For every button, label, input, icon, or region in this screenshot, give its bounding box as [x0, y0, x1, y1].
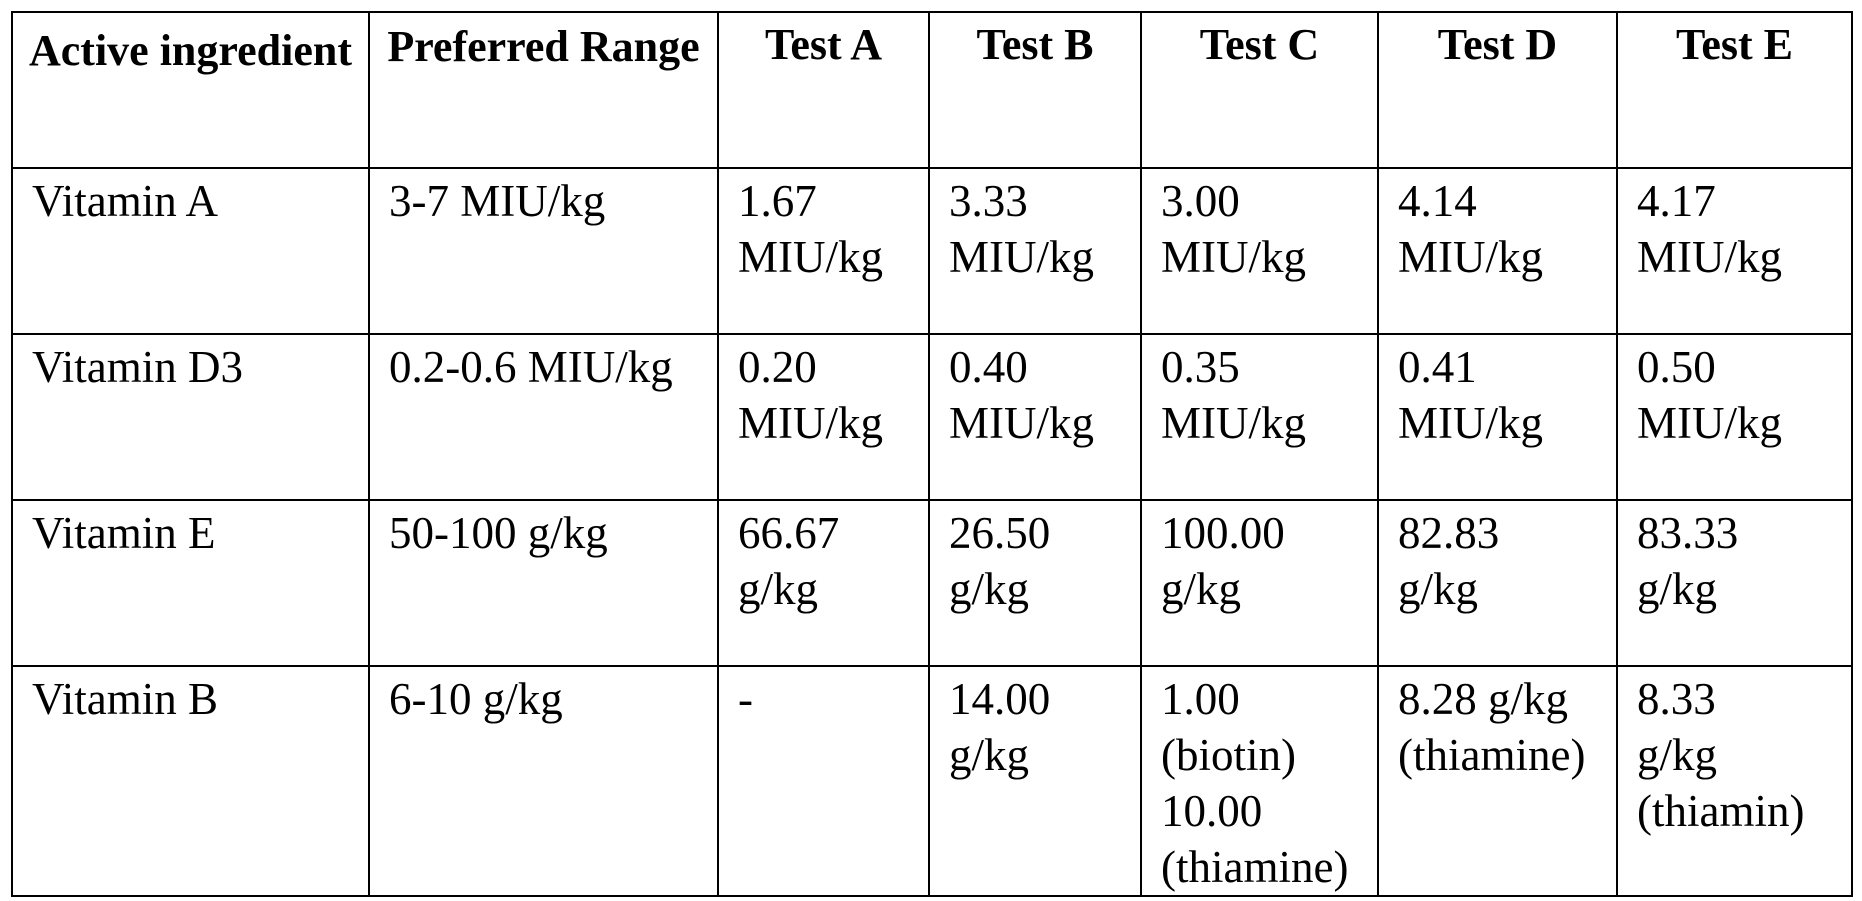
table-header-row: Active ingredient Preferred Range Test A…: [11, 11, 1853, 169]
cell-test-d: 8.28 g/kg (thiamine): [1377, 665, 1618, 897]
cell-ingredient: Vitamin A: [11, 167, 370, 335]
cell-ingredient: Vitamin B: [11, 665, 370, 897]
data-table-container: Active ingredient Preferred Range Test A…: [11, 11, 1853, 897]
cell-test-b: 26.50 g/kg: [928, 499, 1142, 667]
cell-test-a: 0.20 MIU/kg: [717, 333, 930, 501]
cell-ingredient: Vitamin D3: [11, 333, 370, 501]
header-test-b: Test B: [928, 11, 1142, 169]
cell-test-e: 0.50 MIU/kg: [1616, 333, 1853, 501]
cell-test-c: 3.00 MIU/kg: [1140, 167, 1379, 335]
cell-test-d: 82.83 g/kg: [1377, 499, 1618, 667]
cell-test-e: 83.33 g/kg: [1616, 499, 1853, 667]
cell-test-d: 0.41 MIU/kg: [1377, 333, 1618, 501]
table-row: Vitamin D3 0.2-0.6 MIU/kg 0.20 MIU/kg 0.…: [11, 333, 1853, 501]
cell-test-a: -: [717, 665, 930, 897]
table-row: Vitamin A 3-7 MIU/kg 1.67 MIU/kg 3.33 MI…: [11, 167, 1853, 335]
cell-test-c: 0.35 MIU/kg: [1140, 333, 1379, 501]
header-test-d: Test D: [1377, 11, 1618, 169]
table-row: Vitamin E 50-100 g/kg 66.67 g/kg 26.50 g…: [11, 499, 1853, 667]
cell-test-a: 1.67 MIU/kg: [717, 167, 930, 335]
header-preferred-range: Preferred Range: [368, 11, 719, 169]
cell-test-c: 100.00 g/kg: [1140, 499, 1379, 667]
cell-test-e: 4.17 MIU/kg: [1616, 167, 1853, 335]
cell-test-a: 66.67 g/kg: [717, 499, 930, 667]
cell-range: 3-7 MIU/kg: [368, 167, 719, 335]
vitamin-table: Active ingredient Preferred Range Test A…: [11, 11, 1853, 897]
cell-test-c: 1.00 (biotin) 10.00 (thiamine): [1140, 665, 1379, 897]
cell-test-d: 4.14 MIU/kg: [1377, 167, 1618, 335]
cell-range: 6-10 g/kg: [368, 665, 719, 897]
cell-range: 50-100 g/kg: [368, 499, 719, 667]
header-test-a: Test A: [717, 11, 930, 169]
header-active-ingredient: Active ingredient: [11, 11, 370, 169]
table-row: Vitamin B 6-10 g/kg - 14.00 g/kg 1.00 (b…: [11, 665, 1853, 897]
header-test-c: Test C: [1140, 11, 1379, 169]
cell-range: 0.2-0.6 MIU/kg: [368, 333, 719, 501]
cell-test-e: 8.33 g/kg (thiamin): [1616, 665, 1853, 897]
cell-test-b: 3.33 MIU/kg: [928, 167, 1142, 335]
header-test-e: Test E: [1616, 11, 1853, 169]
cell-ingredient: Vitamin E: [11, 499, 370, 667]
cell-test-b: 0.40 MIU/kg: [928, 333, 1142, 501]
cell-test-b: 14.00 g/kg: [928, 665, 1142, 897]
